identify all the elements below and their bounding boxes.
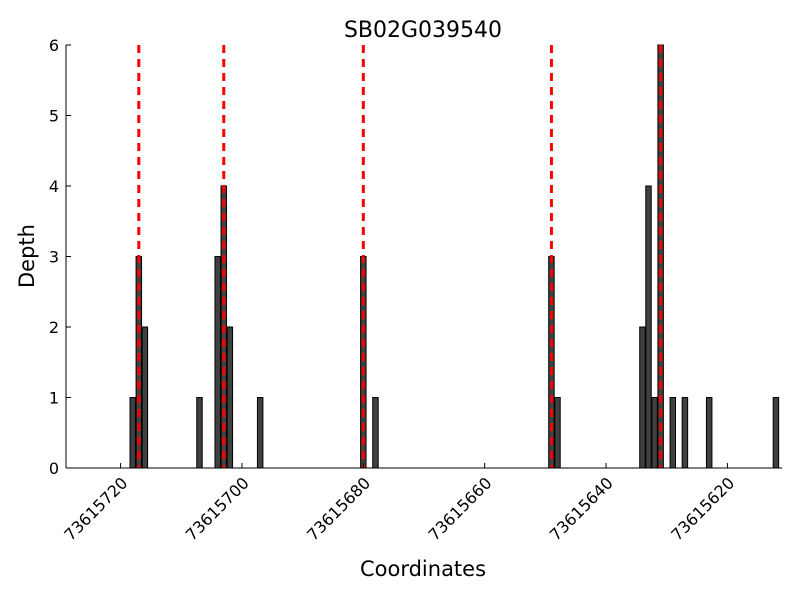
bar — [372, 397, 379, 469]
bar — [772, 397, 780, 469]
bar — [196, 397, 203, 469]
reference-lines-layer — [137, 45, 663, 468]
bar — [645, 185, 652, 469]
bar — [639, 326, 646, 469]
chart-title: SB02G039540 — [344, 18, 502, 43]
y-tick-label: 1 — [49, 389, 59, 408]
bar — [705, 397, 713, 469]
x-tick-label: 73615620 — [667, 473, 738, 544]
bar — [141, 326, 149, 469]
x-tick-label: 73615660 — [425, 473, 496, 544]
y-tick-label: 6 — [49, 36, 59, 55]
bar — [669, 397, 677, 469]
axes-layer: 0 1 2 3 4 5 6 73615720 73615700 73615680 73615660 7… — [49, 36, 782, 544]
y-axis-title: Depth — [15, 224, 39, 288]
bar — [256, 397, 264, 469]
x-tick-label: 73615640 — [546, 473, 617, 544]
y-tick-label: 2 — [49, 318, 59, 337]
x-tick-label: 73615720 — [60, 473, 131, 544]
bars-layer — [129, 44, 780, 469]
x-tick-label: 73615680 — [303, 473, 374, 544]
bar — [214, 256, 221, 469]
bar — [651, 397, 658, 469]
y-tick-label: 0 — [49, 459, 59, 478]
y-tick-label: 5 — [49, 107, 59, 126]
y-tick-label: 4 — [49, 177, 59, 196]
x-axis-title: Coordinates — [360, 557, 486, 581]
bar — [681, 397, 689, 469]
bar — [554, 397, 561, 469]
x-tick-label: 73615700 — [182, 473, 253, 544]
y-tick-label: 3 — [49, 248, 59, 267]
bar — [129, 397, 136, 469]
bar — [226, 326, 234, 469]
